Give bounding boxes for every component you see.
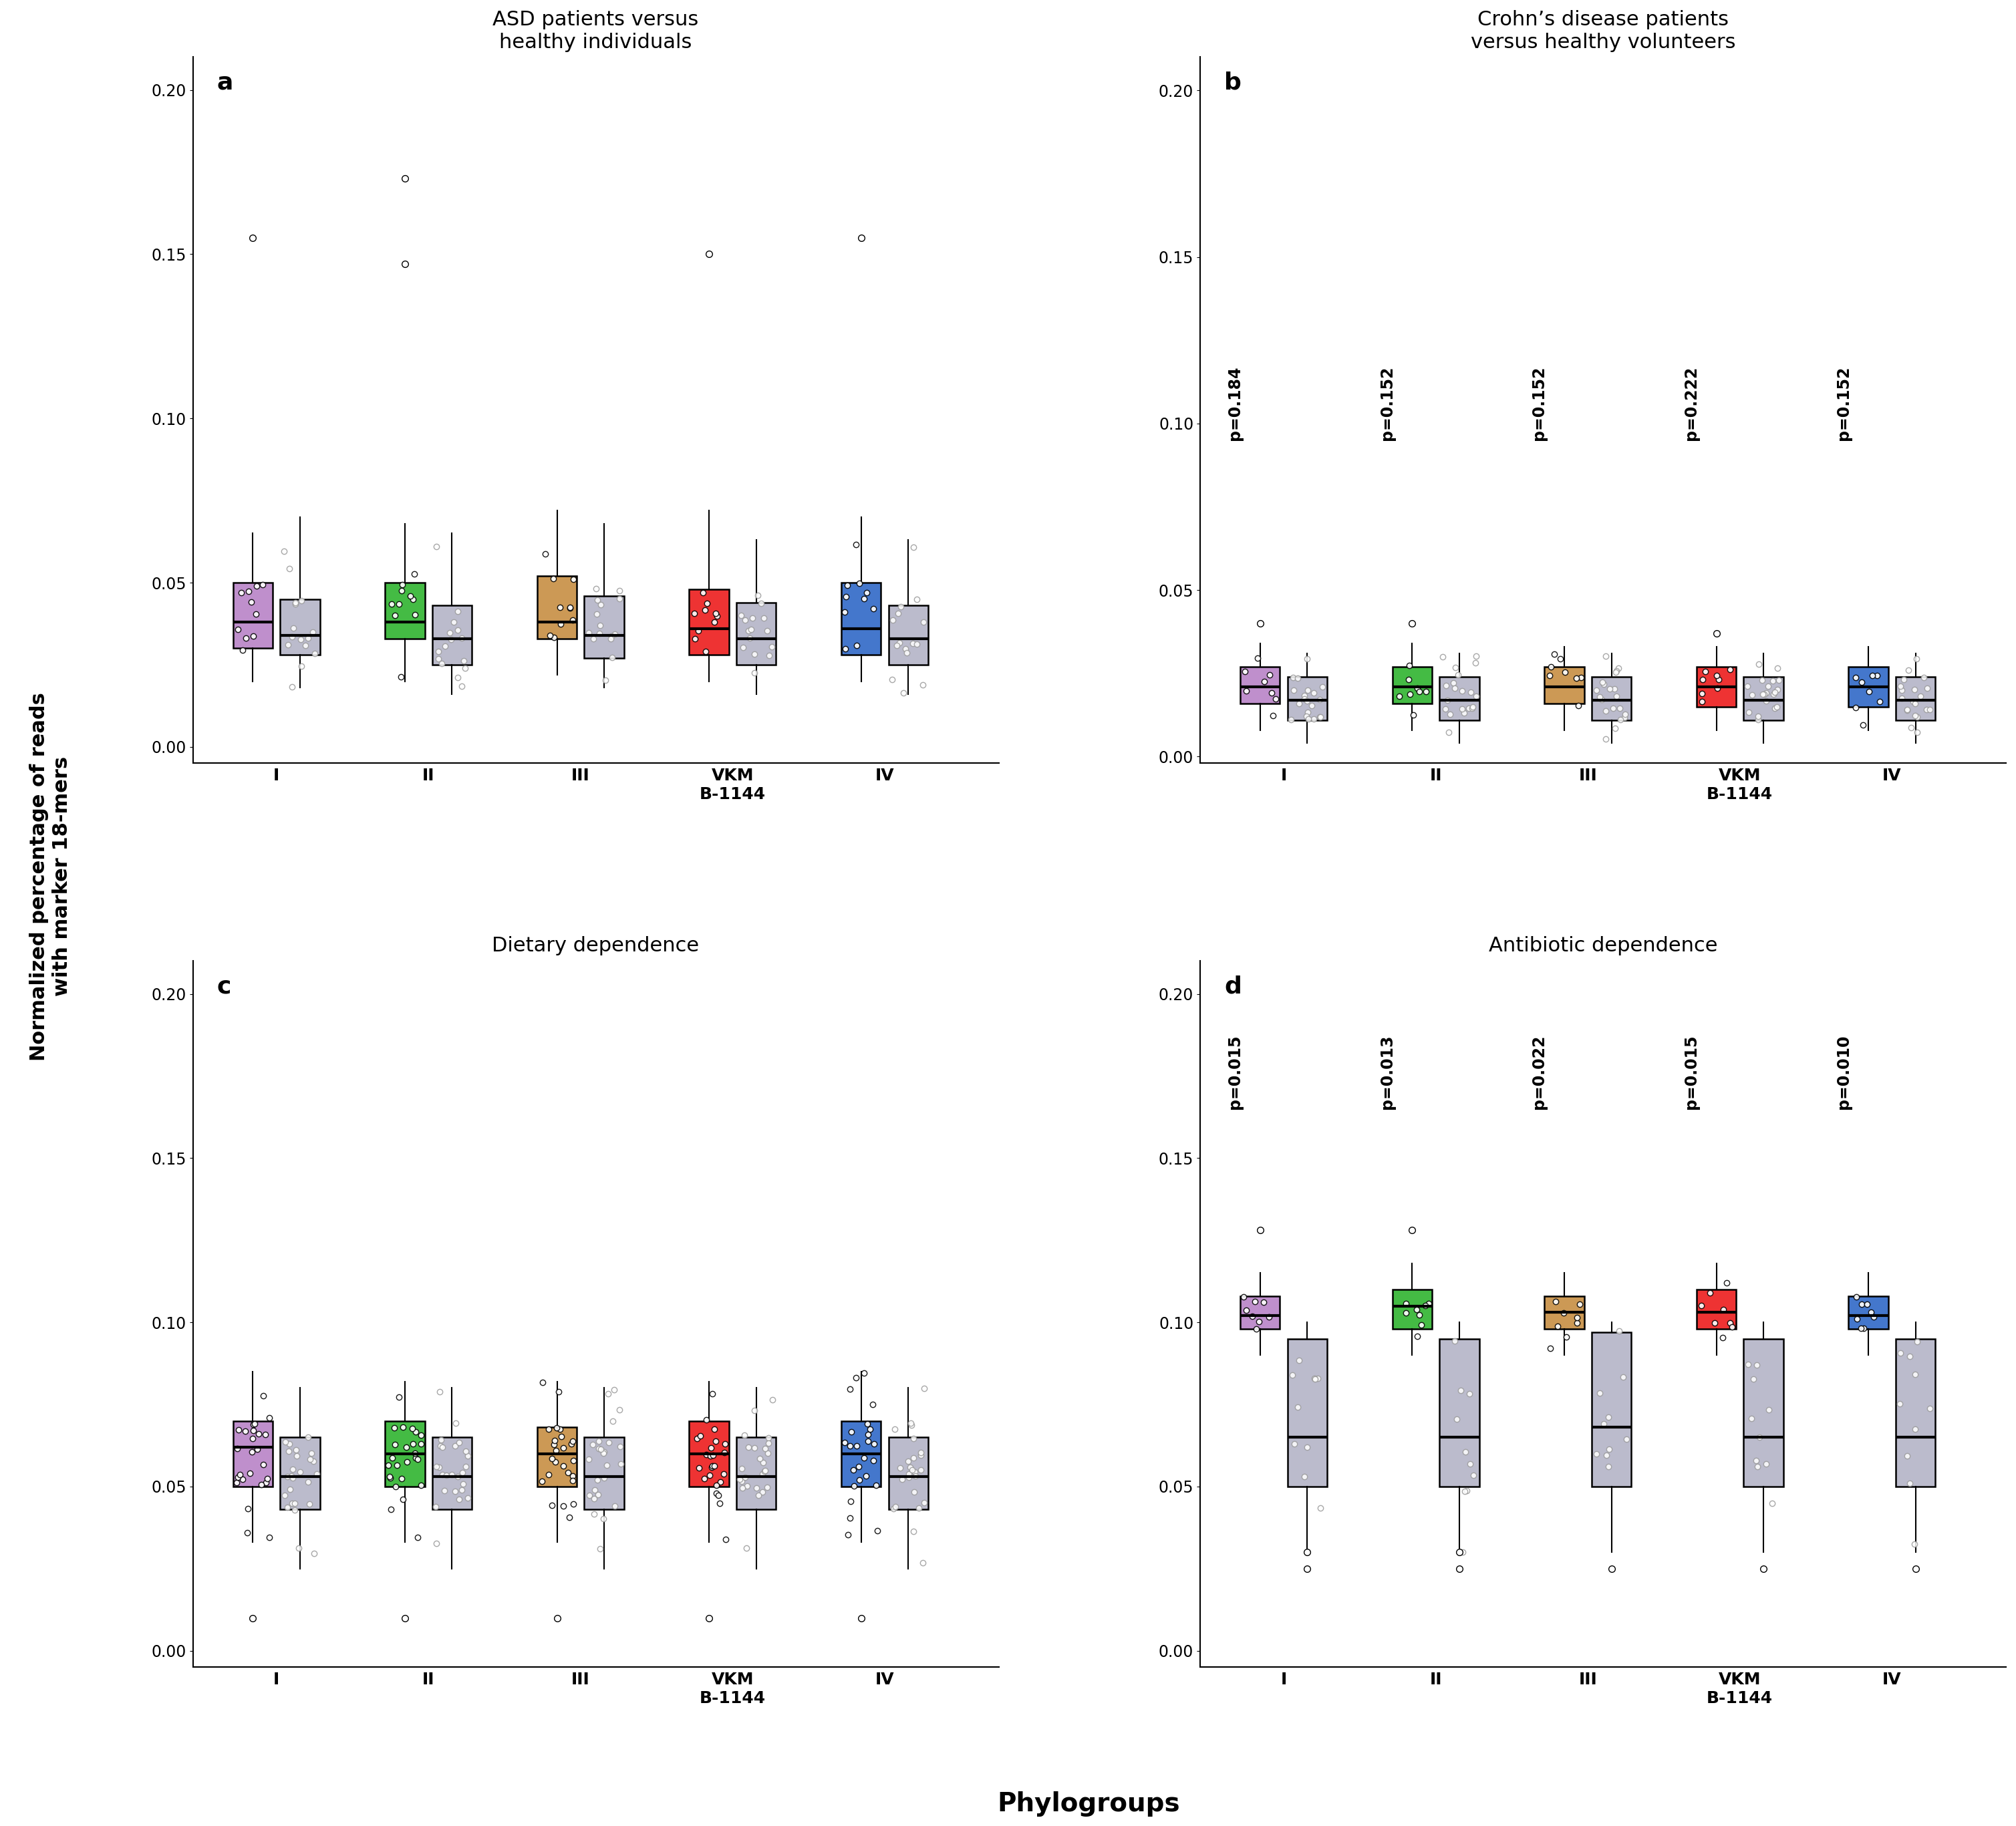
Bar	[1288, 1338, 1327, 1486]
Bar	[1744, 677, 1784, 719]
Bar	[1544, 1296, 1585, 1329]
Title: Antibiotic dependence: Antibiotic dependence	[1488, 937, 1718, 955]
Bar	[689, 590, 728, 656]
Text: p=0.152: p=0.152	[1532, 365, 1546, 440]
Bar	[1895, 1338, 1935, 1486]
Bar	[1593, 677, 1631, 719]
Bar	[1697, 666, 1736, 707]
Bar	[536, 1428, 577, 1486]
Bar	[280, 1437, 321, 1510]
Bar	[431, 606, 472, 665]
Text: p=0.015: p=0.015	[1228, 1034, 1244, 1108]
Text: p=0.222: p=0.222	[1683, 365, 1699, 440]
Title: Dietary dependence: Dietary dependence	[492, 937, 700, 955]
Bar	[1544, 666, 1585, 703]
Bar	[1697, 1289, 1736, 1329]
Bar	[234, 582, 272, 648]
Bar	[1439, 1338, 1480, 1486]
Bar	[234, 1421, 272, 1486]
Bar	[1439, 677, 1480, 719]
Bar	[1393, 1289, 1431, 1329]
Bar	[841, 1421, 881, 1486]
Bar	[689, 1421, 728, 1486]
Text: Phylogroups: Phylogroups	[998, 1791, 1179, 1817]
Bar	[1744, 1338, 1784, 1486]
Bar	[385, 1421, 425, 1486]
Bar	[1288, 677, 1327, 719]
Bar	[1849, 666, 1889, 707]
Text: p=0.022: p=0.022	[1532, 1034, 1546, 1108]
Text: Normalized percentage of reads
with marker 18-mers: Normalized percentage of reads with mark…	[30, 692, 71, 1061]
Bar	[1593, 1333, 1631, 1486]
Bar	[536, 575, 577, 639]
Bar	[889, 1437, 927, 1510]
Bar	[431, 1437, 472, 1510]
Bar	[1240, 666, 1280, 703]
Title: Crohn’s disease patients
versus healthy volunteers: Crohn’s disease patients versus healthy …	[1470, 9, 1736, 51]
Bar	[385, 582, 425, 639]
Bar	[280, 599, 321, 656]
Title: ASD patients versus
healthy individuals: ASD patients versus healthy individuals	[492, 9, 700, 51]
Text: a: a	[218, 71, 234, 93]
Bar	[585, 595, 623, 657]
Bar	[841, 582, 881, 656]
Text: p=0.015: p=0.015	[1683, 1034, 1699, 1108]
Text: c: c	[218, 975, 232, 997]
Bar	[1240, 1296, 1280, 1329]
Bar	[1393, 666, 1431, 703]
Text: p=0.184: p=0.184	[1228, 365, 1244, 440]
Bar	[736, 603, 776, 665]
Text: p=0.152: p=0.152	[1835, 365, 1851, 440]
Bar	[585, 1437, 623, 1510]
Bar	[1895, 677, 1935, 719]
Text: p=0.010: p=0.010	[1835, 1034, 1851, 1108]
Text: p=0.152: p=0.152	[1379, 365, 1395, 440]
Bar	[889, 606, 927, 665]
Text: b: b	[1224, 71, 1242, 93]
Bar	[736, 1437, 776, 1510]
Text: d: d	[1224, 975, 1242, 997]
Text: p=0.013: p=0.013	[1379, 1034, 1395, 1108]
Bar	[1849, 1296, 1889, 1329]
